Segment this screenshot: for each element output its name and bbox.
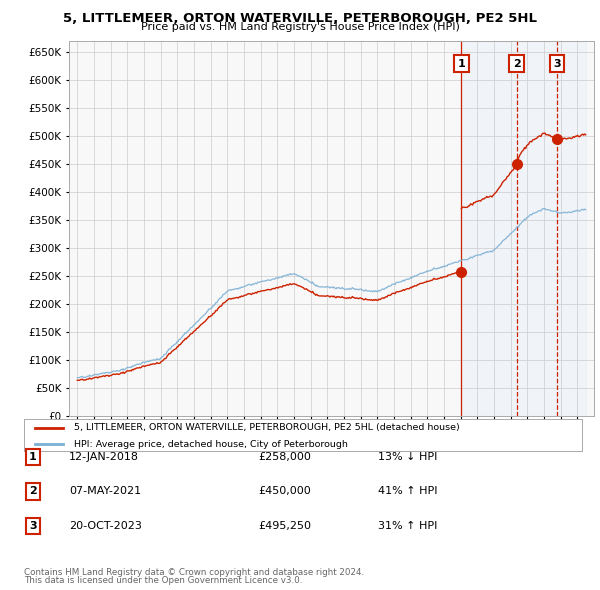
Text: 5, LITTLEMEER, ORTON WATERVILLE, PETERBOROUGH, PE2 5HL: 5, LITTLEMEER, ORTON WATERVILLE, PETERBO… (63, 12, 537, 25)
Text: 3: 3 (29, 521, 37, 530)
Text: Contains HM Land Registry data © Crown copyright and database right 2024.: Contains HM Land Registry data © Crown c… (24, 568, 364, 577)
Text: HPI: Average price, detached house, City of Peterborough: HPI: Average price, detached house, City… (74, 440, 348, 449)
Text: 13% ↓ HPI: 13% ↓ HPI (378, 453, 437, 462)
Text: 20-OCT-2023: 20-OCT-2023 (69, 521, 142, 530)
Text: £258,000: £258,000 (258, 453, 311, 462)
Text: 31% ↑ HPI: 31% ↑ HPI (378, 521, 437, 530)
Text: 2: 2 (29, 487, 37, 496)
Text: 07-MAY-2021: 07-MAY-2021 (69, 487, 141, 496)
Bar (461, 41, 586, 416)
Text: £450,000: £450,000 (258, 487, 311, 496)
Text: 5, LITTLEMEER, ORTON WATERVILLE, PETERBOROUGH, PE2 5HL (detached house): 5, LITTLEMEER, ORTON WATERVILLE, PETERBO… (74, 424, 460, 432)
Text: 41% ↑ HPI: 41% ↑ HPI (378, 487, 437, 496)
Text: £495,250: £495,250 (258, 521, 311, 530)
Text: This data is licensed under the Open Government Licence v3.0.: This data is licensed under the Open Gov… (24, 576, 302, 585)
Text: 12-JAN-2018: 12-JAN-2018 (69, 453, 139, 462)
Text: 2: 2 (513, 58, 521, 68)
Text: 3: 3 (554, 58, 561, 68)
Text: Price paid vs. HM Land Registry's House Price Index (HPI): Price paid vs. HM Land Registry's House … (140, 22, 460, 32)
Text: 1: 1 (29, 453, 37, 462)
Text: 1: 1 (457, 58, 465, 68)
